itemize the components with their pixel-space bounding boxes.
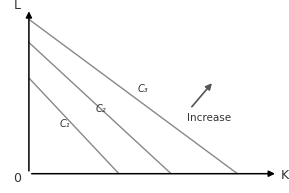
Text: Increase: Increase <box>187 113 231 123</box>
Text: C₂: C₂ <box>95 104 106 114</box>
Text: C₃: C₃ <box>138 84 149 94</box>
Text: 0: 0 <box>13 172 21 185</box>
Text: L: L <box>14 0 21 12</box>
Text: K: K <box>281 169 289 182</box>
Text: C₁: C₁ <box>60 119 70 129</box>
